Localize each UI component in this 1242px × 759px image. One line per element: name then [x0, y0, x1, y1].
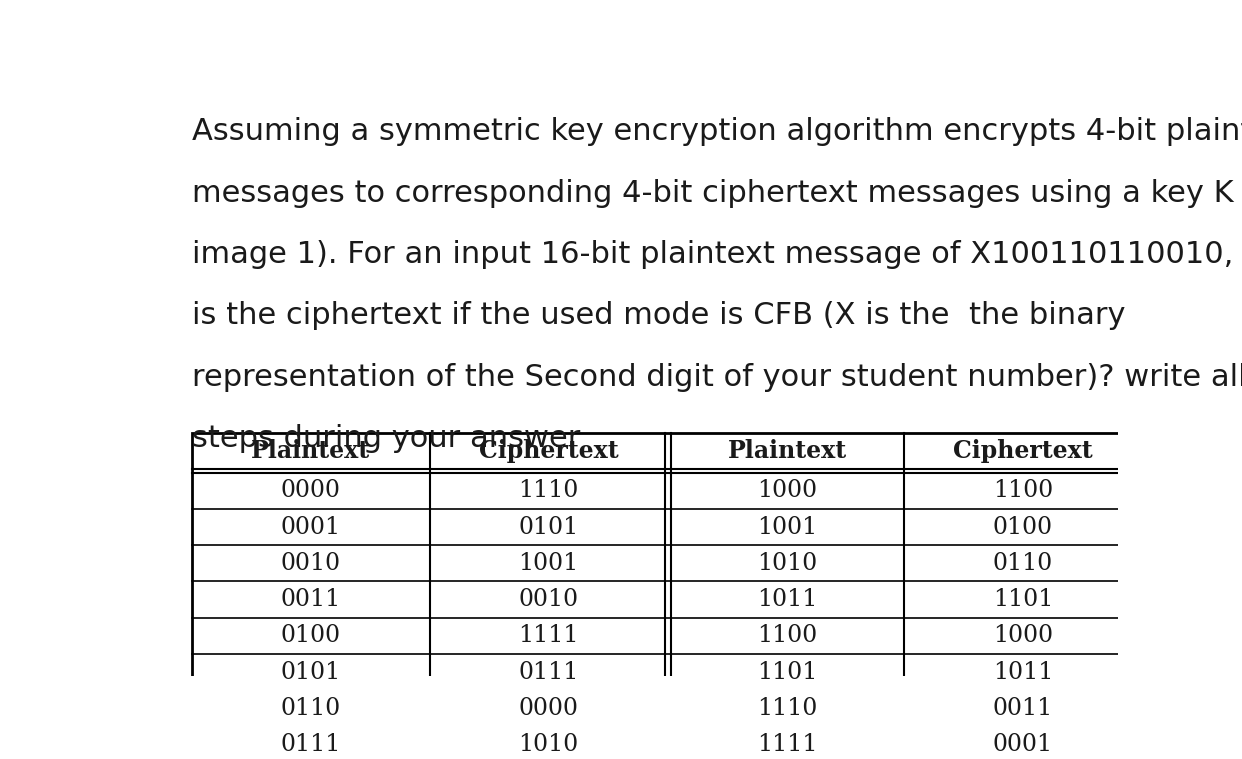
Text: steps during your answer: steps during your answer [191, 424, 580, 453]
Text: 0011: 0011 [281, 588, 340, 611]
Text: 0001: 0001 [281, 515, 340, 539]
Text: 1100: 1100 [758, 624, 817, 647]
Text: 0100: 0100 [281, 624, 340, 647]
Text: 1001: 1001 [518, 552, 579, 575]
Text: 1010: 1010 [518, 733, 579, 756]
Text: Assuming a symmetric key encryption algorithm encrypts 4-bit plaintext: Assuming a symmetric key encryption algo… [191, 118, 1242, 146]
Text: 0101: 0101 [281, 660, 340, 684]
Text: 1000: 1000 [758, 480, 817, 502]
Text: 0010: 0010 [281, 552, 340, 575]
Text: 1010: 1010 [758, 552, 817, 575]
Bar [191, 433, 1141, 759]
Text: messages to corresponding 4-bit ciphertext messages using a key K (See: messages to corresponding 4-bit cipherte… [191, 179, 1242, 208]
Text: 1000: 1000 [992, 624, 1053, 647]
Text: Plaintext: Plaintext [728, 439, 847, 463]
Text: representation of the Second digit of your student number)? write all: representation of the Second digit of yo… [191, 363, 1242, 392]
Text: 1111: 1111 [518, 624, 579, 647]
Text: 1110: 1110 [756, 697, 817, 720]
Text: 0000: 0000 [281, 480, 340, 502]
Text: 1101: 1101 [992, 588, 1053, 611]
Text: 1110: 1110 [518, 480, 579, 502]
Text: Plaintext: Plaintext [251, 439, 370, 463]
Text: Ciphertext: Ciphertext [478, 439, 619, 463]
Text: image 1). For an input 16-bit plaintext message of X100110110010, what: image 1). For an input 16-bit plaintext … [191, 240, 1242, 269]
Text: 1100: 1100 [992, 480, 1053, 502]
Text: 1011: 1011 [992, 660, 1053, 684]
Text: 1011: 1011 [756, 588, 817, 611]
Text: 0110: 0110 [281, 697, 340, 720]
Text: 0010: 0010 [518, 588, 579, 611]
Text: is the ciphertext if the used mode is CFB (X is the  the binary: is the ciphertext if the used mode is CF… [191, 301, 1125, 330]
Text: 0011: 0011 [992, 697, 1053, 720]
Text: Ciphertext: Ciphertext [953, 439, 1093, 463]
Text: 1101: 1101 [756, 660, 817, 684]
Text: 0110: 0110 [992, 552, 1053, 575]
Text: 0111: 0111 [518, 660, 579, 684]
Text: 0000: 0000 [518, 697, 579, 720]
Text: 0100: 0100 [992, 515, 1053, 539]
Text: 0111: 0111 [281, 733, 340, 756]
Text: 0101: 0101 [518, 515, 579, 539]
Text: 1111: 1111 [756, 733, 817, 756]
Text: 1001: 1001 [758, 515, 817, 539]
Text: 0001: 0001 [992, 733, 1053, 756]
